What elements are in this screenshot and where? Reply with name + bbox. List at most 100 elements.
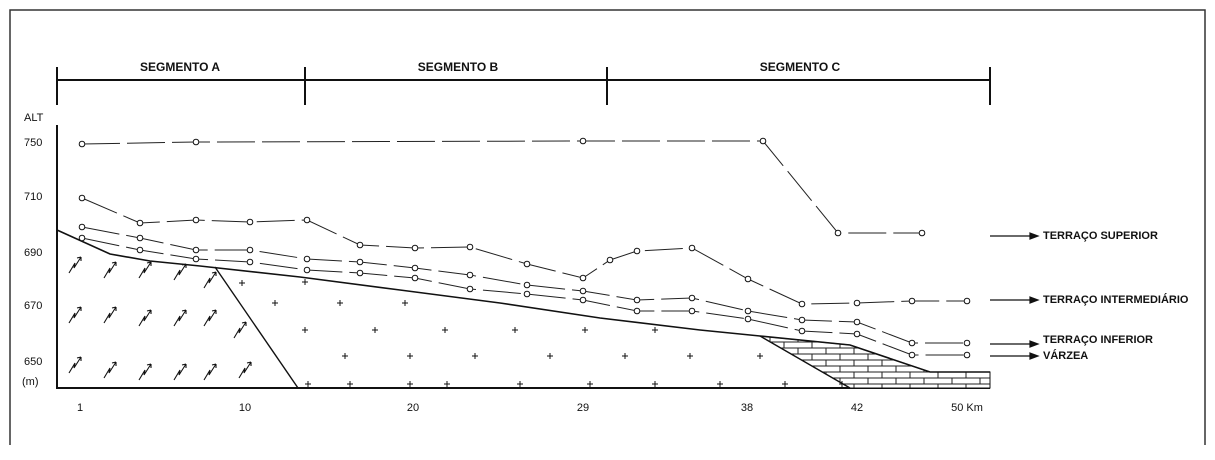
schist-symbol bbox=[173, 363, 187, 381]
terrace-line bbox=[81, 197, 967, 305]
contact-line bbox=[214, 266, 299, 389]
schist-symbol bbox=[173, 309, 187, 327]
y-axis-label: ALT bbox=[24, 112, 44, 124]
granite-symbol bbox=[757, 353, 763, 359]
terrace-line bbox=[81, 237, 967, 356]
schist-symbol bbox=[103, 306, 117, 324]
terrace-point bbox=[78, 234, 86, 242]
granite-symbol bbox=[472, 353, 478, 359]
y-tick-label: 670 bbox=[24, 300, 42, 312]
granite-symbol bbox=[305, 381, 311, 387]
terrace-label: TERRAÇO INFERIOR bbox=[1043, 334, 1153, 346]
limestone bbox=[759, 335, 991, 389]
granite-symbol bbox=[622, 353, 628, 359]
granite-symbol bbox=[582, 327, 588, 333]
y-tick-label: 750 bbox=[24, 137, 42, 149]
terrace-point bbox=[908, 351, 916, 359]
terrace-line bbox=[81, 140, 922, 234]
terrace-point bbox=[303, 216, 311, 224]
terrace-point bbox=[908, 297, 916, 305]
terrace-point bbox=[759, 137, 767, 145]
granite-symbol bbox=[512, 327, 518, 333]
terrace-point bbox=[963, 339, 971, 347]
terrace-point bbox=[356, 241, 364, 249]
terrace-point bbox=[303, 266, 311, 274]
terrace-point bbox=[744, 307, 752, 315]
terrace-point bbox=[606, 256, 614, 264]
terrace-point bbox=[798, 300, 806, 308]
schist-symbol bbox=[138, 261, 152, 279]
arrows bbox=[990, 232, 1040, 360]
schist-symbol bbox=[68, 306, 82, 324]
terrace-lines bbox=[78, 137, 971, 359]
granite-symbol bbox=[587, 381, 593, 387]
terrace-point bbox=[523, 260, 531, 268]
terrace-point bbox=[688, 244, 696, 252]
granite-symbol bbox=[547, 353, 553, 359]
schist-symbol bbox=[203, 363, 217, 381]
segment-bracket bbox=[56, 67, 991, 105]
granite-symbol bbox=[517, 381, 523, 387]
terrace-point bbox=[411, 274, 419, 282]
granite-symbol bbox=[839, 381, 845, 387]
terrace-point bbox=[192, 138, 200, 146]
terrace-point bbox=[192, 255, 200, 263]
terrace-point bbox=[466, 271, 474, 279]
granite-symbol bbox=[272, 300, 278, 306]
terrace-point bbox=[963, 297, 971, 305]
terrace-point bbox=[466, 243, 474, 251]
schist-symbol bbox=[233, 321, 247, 339]
schist-symbol bbox=[68, 356, 82, 374]
x-tick-label: 50 Km bbox=[951, 402, 983, 414]
granite-symbol bbox=[407, 381, 413, 387]
terrace-point bbox=[853, 299, 861, 307]
terrace-point bbox=[411, 264, 419, 272]
frame bbox=[9, 9, 1206, 445]
terrace-point bbox=[192, 246, 200, 254]
terrace-point bbox=[579, 287, 587, 295]
terrace-point bbox=[246, 246, 254, 254]
terrace-label: TERRAÇO INTERMEDIÁRIO bbox=[1043, 293, 1189, 306]
terrace-point bbox=[411, 244, 419, 252]
rock-symbols bbox=[68, 256, 845, 387]
schist-symbol bbox=[203, 271, 217, 289]
terrace-point bbox=[744, 315, 752, 323]
granite-symbol bbox=[782, 381, 788, 387]
y-tick-label: 650 bbox=[24, 356, 42, 368]
terrace-point bbox=[798, 316, 806, 324]
y-tick-label: 710 bbox=[24, 191, 42, 203]
terrace-point bbox=[466, 285, 474, 293]
granite-symbol bbox=[337, 300, 343, 306]
schist-symbol bbox=[68, 256, 82, 274]
granite-symbol bbox=[402, 300, 408, 306]
granite-symbol bbox=[342, 353, 348, 359]
granite-symbol bbox=[652, 327, 658, 333]
terrace-point bbox=[523, 290, 531, 298]
terrace-point bbox=[633, 247, 641, 255]
terrace-point bbox=[908, 339, 916, 347]
terrace-point bbox=[523, 281, 531, 289]
axes bbox=[56, 125, 990, 389]
terrace-point bbox=[688, 294, 696, 302]
granite-symbol bbox=[717, 381, 723, 387]
terrace-point bbox=[136, 219, 144, 227]
segment-label: SEGMENTO A bbox=[140, 60, 220, 74]
terrace-point bbox=[918, 229, 926, 237]
terrace-point bbox=[78, 194, 86, 202]
terrace-point bbox=[579, 137, 587, 145]
terrace-point bbox=[246, 218, 254, 226]
x-tick-label: 10 bbox=[239, 402, 251, 414]
terrace-point bbox=[853, 318, 861, 326]
terrace-point bbox=[798, 327, 806, 335]
granite-symbol bbox=[444, 381, 450, 387]
ground-surface bbox=[56, 229, 990, 373]
schist-symbol bbox=[173, 263, 187, 281]
terrace-point bbox=[633, 296, 641, 304]
terrace-label: VÁRZEA bbox=[1043, 349, 1088, 362]
terrace-point bbox=[579, 296, 587, 304]
terrace-point bbox=[744, 275, 752, 283]
y-unit: (m) bbox=[22, 376, 39, 388]
segment-label: SEGMENTO B bbox=[418, 60, 499, 74]
